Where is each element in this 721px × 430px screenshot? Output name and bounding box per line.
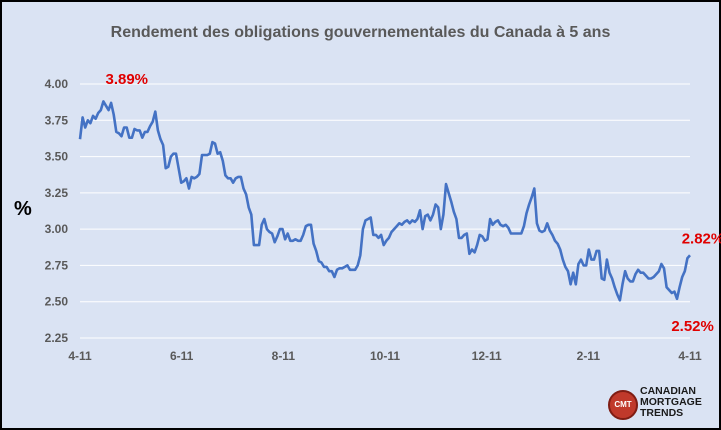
series-line [78,100,691,302]
x-tick-label: 2-11 [577,349,601,363]
logo-line: TRENDS [640,407,684,419]
logo-line: CANADIAN [640,385,696,397]
gridlines [80,83,690,339]
series-group [78,100,691,302]
logo-wordmark: CANADIAN MORTGAGE TRENDS [640,386,702,419]
y-tick-labels: 4.00 3.75 3.50 3.25 3.00 2.75 2.50 2.25 [45,77,69,345]
y-tick-label: 3.25 [45,186,69,200]
y-tick-label: 2.50 [45,295,69,309]
y-tick-label: 2.25 [45,331,69,345]
y-tick-label: 2.75 [45,258,69,272]
annotations: 3.89% 2.82% 2.52% [105,71,721,335]
x-tick-labels: 4-11 6-11 8-11 10-11 12-11 2-11 4-11 [68,349,702,363]
data-annotation: 3.89% [105,71,148,88]
data-annotation: 2.52% [671,318,714,335]
y-tick-label: 3.75 [45,113,69,127]
data-annotation: 2.82% [682,230,721,247]
brand-logo: CMT CANADIAN MORTGAGE TRENDS [608,386,718,422]
x-tick-label: 4-11 [678,349,702,363]
y-tick-label: 3.00 [45,222,69,236]
y-tick-label: 3.50 [45,150,69,164]
x-tick-label: 8-11 [272,349,296,363]
x-tick-label: 6-11 [170,349,194,363]
y-tick-label: 4.00 [45,77,69,91]
x-tick-label: 4-11 [68,349,92,363]
x-tick-label: 10-11 [370,349,400,363]
x-tick-label: 12-11 [472,349,502,363]
logo-line: MORTGAGE [640,396,702,408]
y-axis-label: % [14,198,32,220]
chart-title: Rendement des obligations gouvernemental… [110,24,611,41]
logo-badge: CMT [608,390,638,420]
